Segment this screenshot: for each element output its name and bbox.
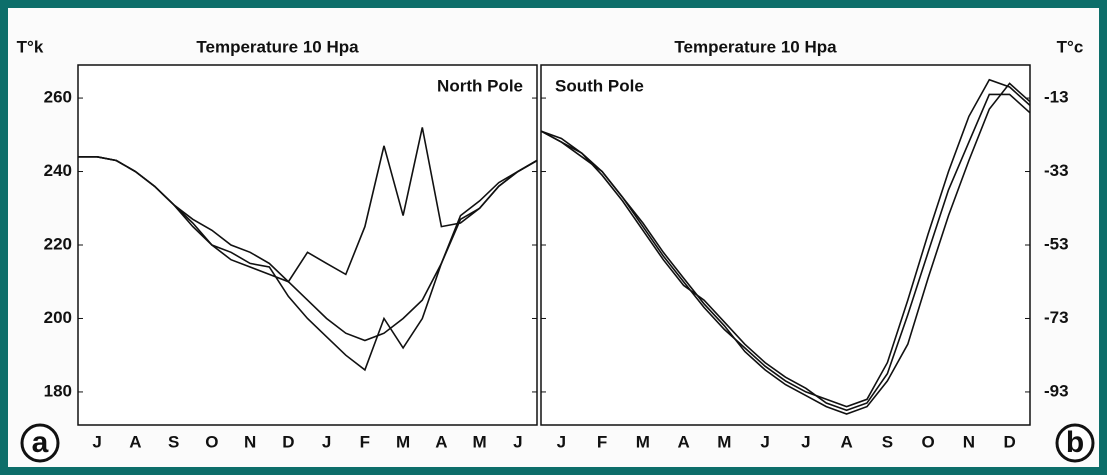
y-axis-label: T°c bbox=[1057, 37, 1084, 56]
x-tick-label: S bbox=[168, 432, 179, 451]
x-tick-label: J bbox=[557, 432, 566, 451]
x-tick-label: J bbox=[760, 432, 769, 451]
y-tick-label: -33 bbox=[1044, 161, 1069, 180]
x-tick-label: N bbox=[244, 432, 256, 451]
x-tick-label: M bbox=[396, 432, 410, 451]
panel-label: a bbox=[32, 426, 49, 459]
annotation: North Pole bbox=[437, 76, 523, 95]
y-tick-label: 180 bbox=[44, 381, 72, 400]
x-tick-label: F bbox=[597, 432, 607, 451]
panel-label: b bbox=[1066, 426, 1084, 459]
x-tick-label: A bbox=[129, 432, 141, 451]
x-tick-label: O bbox=[205, 432, 218, 451]
x-tick-label: M bbox=[473, 432, 487, 451]
data-line bbox=[78, 127, 538, 283]
x-tick-label: S bbox=[882, 432, 893, 451]
plot-area bbox=[77, 64, 538, 426]
x-tick-label: M bbox=[717, 432, 731, 451]
x-tick-label: A bbox=[435, 432, 447, 451]
x-tick-label: D bbox=[282, 432, 294, 451]
x-tick-label: D bbox=[1003, 432, 1015, 451]
data-line bbox=[540, 82, 1031, 415]
chart-title: Temperature 10 Hpa bbox=[674, 37, 837, 56]
panel-badge bbox=[1055, 423, 1095, 463]
x-tick-label: J bbox=[322, 432, 331, 451]
x-tick-label: A bbox=[677, 432, 689, 451]
y-tick-label: 260 bbox=[44, 88, 72, 107]
y-tick-label: -53 bbox=[1044, 234, 1069, 253]
x-tick-label: J bbox=[92, 432, 101, 451]
y-tick-label: -93 bbox=[1044, 381, 1069, 400]
y-tick-label: -13 bbox=[1044, 88, 1069, 107]
y-axis-label: T°k bbox=[17, 37, 44, 56]
panel-badge bbox=[20, 423, 60, 463]
y-tick-label: 220 bbox=[44, 234, 72, 253]
x-tick-label: A bbox=[840, 432, 852, 451]
annotation: South Pole bbox=[555, 76, 644, 95]
x-tick-label: N bbox=[963, 432, 975, 451]
chart-title: Temperature 10 Hpa bbox=[196, 37, 359, 56]
x-tick-label: F bbox=[360, 432, 370, 451]
y-tick-label: 240 bbox=[44, 161, 72, 180]
x-tick-label: J bbox=[513, 432, 522, 451]
x-tick-label: M bbox=[636, 432, 650, 451]
y-tick-label: 200 bbox=[44, 308, 72, 327]
data-line bbox=[540, 93, 1031, 412]
x-tick-label: O bbox=[922, 432, 935, 451]
plot-area bbox=[540, 64, 1031, 426]
y-tick-label: -73 bbox=[1044, 308, 1069, 327]
x-tick-label: J bbox=[801, 432, 810, 451]
